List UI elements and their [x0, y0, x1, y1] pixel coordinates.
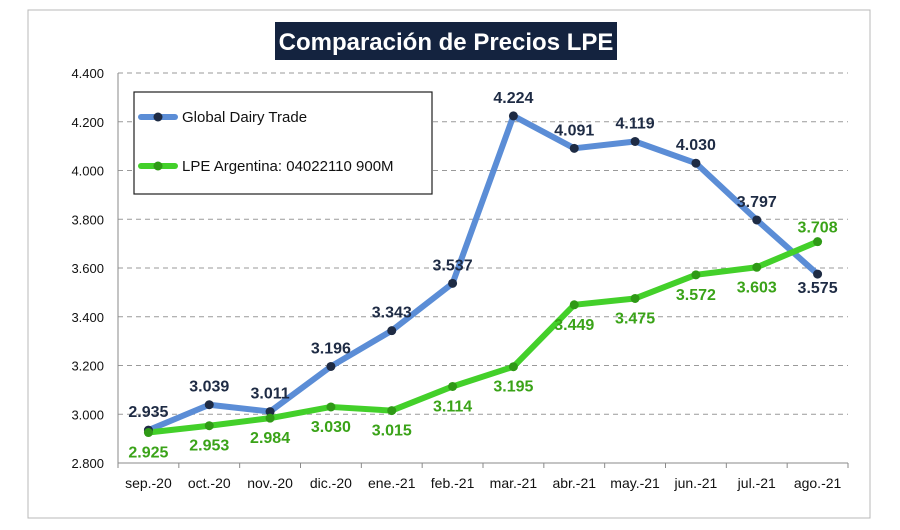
- data-point-lpe: [691, 270, 701, 280]
- y-axis-ticks: 2.800 3.000 3.200 3.400 3.600 3.800 4.000 4.200…: [71, 66, 104, 471]
- data-point-lpe: [326, 402, 336, 412]
- data-point-lpe: [387, 406, 397, 416]
- legend-label-lpe: LPE Argentina: 04022110 900M: [182, 158, 394, 175]
- data-label-gdt: 4.119: [616, 115, 655, 132]
- legend: Global Dairy Trade LPE Argentina: 040221…: [133, 91, 433, 195]
- data-point-lpe: [204, 421, 214, 431]
- data-point-lpe: [448, 381, 458, 391]
- y-tick-label: 4.400: [71, 66, 104, 81]
- x-tick-label: jun.-21: [674, 475, 718, 491]
- data-point-gdt: [387, 326, 397, 336]
- data-label-lpe: 3.475: [615, 310, 655, 327]
- data-label-gdt: 3.196: [311, 340, 351, 357]
- data-point-gdt: [813, 269, 823, 279]
- x-tick-label: ago.-21: [794, 475, 842, 491]
- data-label-lpe: 3.195: [493, 379, 533, 396]
- x-tick-label: mar.-21: [490, 475, 538, 491]
- data-point-gdt: [508, 111, 518, 121]
- data-label-lpe: 2.984: [250, 430, 290, 447]
- data-label-lpe: 3.015: [372, 423, 412, 440]
- legend-label-gdt: Global Dairy Trade: [182, 109, 307, 126]
- data-label-gdt: 3.011: [251, 386, 290, 403]
- chart-title-box: [275, 22, 617, 60]
- series-line-lpe: [145, 238, 821, 436]
- x-tick-label: ene.-21: [368, 475, 416, 491]
- y-tick-label: 4.200: [71, 115, 104, 130]
- y-tick-label: 3.200: [71, 359, 104, 374]
- data-point-gdt: [326, 361, 336, 371]
- x-axis-ticks: sep.-20 oct.-20 nov.-20 dic.-20 ene.-21 feb.-…: [117, 463, 849, 491]
- x-tick-label: nov.-20: [247, 475, 293, 491]
- y-tick-label: 3.800: [71, 212, 104, 227]
- data-label-lpe: 3.114: [433, 398, 472, 415]
- data-label-lpe: 3.572: [676, 287, 716, 304]
- y-tick-label: 3.000: [71, 407, 104, 422]
- x-tick-label: sep.-20: [125, 475, 172, 491]
- data-point-lpe: [813, 237, 823, 247]
- data-label-gdt: 4.091: [554, 122, 594, 139]
- data-point-lpe: [508, 362, 518, 372]
- y-tick-label: 3.600: [71, 261, 104, 276]
- data-label-gdt: 3.039: [189, 379, 229, 396]
- x-tick-label: may.-21: [610, 475, 660, 491]
- data-point-gdt: [691, 158, 701, 168]
- data-label-gdt: 4.224: [493, 90, 533, 107]
- x-tick-label: jul.-21: [737, 475, 776, 491]
- data-point-gdt: [630, 136, 640, 146]
- x-tick-label: abr.-21: [552, 475, 596, 491]
- data-label-lpe: 3.449: [554, 317, 594, 334]
- data-label-lpe: 2.953: [189, 438, 229, 455]
- data-label-lpe: 3.603: [737, 279, 777, 296]
- data-point-lpe: [569, 300, 579, 310]
- data-point-lpe: [630, 293, 640, 303]
- data-label-gdt: 2.935: [128, 404, 168, 421]
- legend-box: [133, 91, 433, 195]
- y-tick-label: 3.400: [71, 310, 104, 325]
- data-label-lpe: 3.030: [311, 419, 351, 436]
- data-label-lpe: 3.708: [798, 220, 838, 237]
- y-tick-label: 2.800: [71, 456, 104, 471]
- legend-marker-lpe: [153, 161, 163, 171]
- data-point-lpe: [752, 262, 762, 272]
- data-point-gdt: [569, 143, 579, 153]
- plot-area: 2.935 3.039 3.011 3.196 3.343 3.537 4.224 4.091…: [128, 90, 837, 462]
- data-label-gdt: 3.575: [798, 280, 838, 297]
- data-point-gdt: [265, 407, 275, 417]
- series-line-gdt: [145, 112, 821, 434]
- data-point-gdt: [204, 400, 214, 410]
- x-tick-label: oct.-20: [188, 475, 231, 491]
- legend-marker-gdt: [153, 112, 163, 122]
- data-label-lpe: 2.925: [128, 445, 168, 462]
- data-label-gdt: 3.343: [372, 305, 412, 322]
- data-label-gdt: 3.797: [737, 194, 777, 211]
- y-tick-label: 4.000: [71, 164, 104, 179]
- data-point-gdt: [448, 278, 458, 288]
- data-point-gdt: [752, 215, 762, 225]
- x-tick-label: dic.-20: [310, 475, 352, 491]
- x-tick-label: feb.-21: [431, 475, 475, 491]
- chart-title: Comparación de Precios LPE: [279, 29, 614, 56]
- data-label-gdt: 4.030: [676, 137, 716, 154]
- data-point-lpe: [265, 413, 275, 423]
- data-point-lpe: [143, 428, 153, 438]
- data-label-gdt: 3.537: [433, 257, 473, 274]
